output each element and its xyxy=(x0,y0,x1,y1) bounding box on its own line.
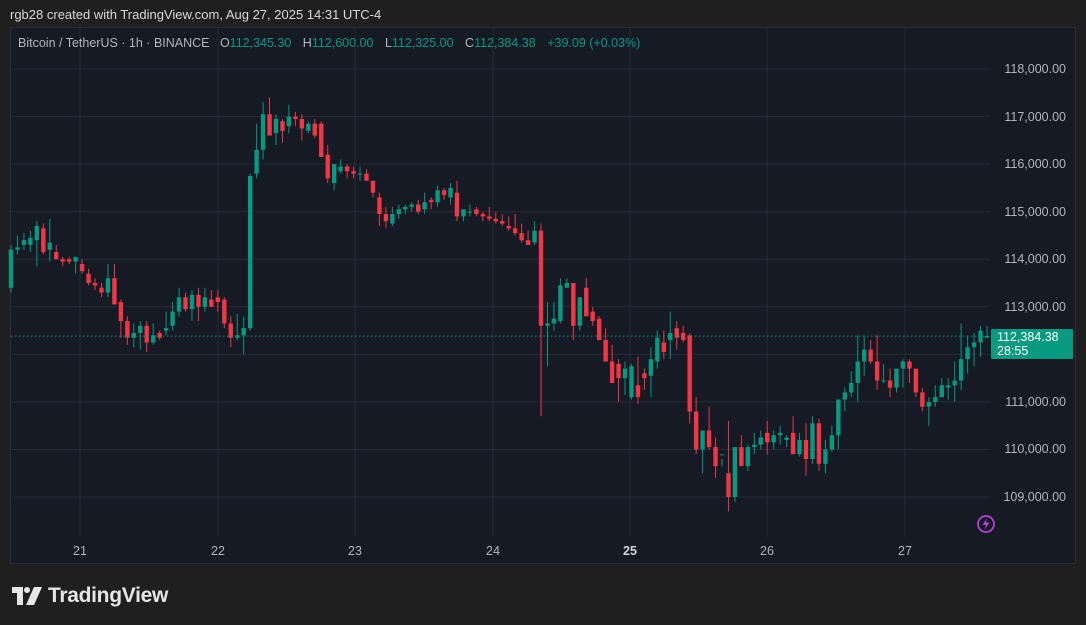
price-tick-label: 109,000.00 xyxy=(1003,490,1066,505)
last-price-tag: 112,384.38 28:55 xyxy=(991,329,1073,359)
attribution-text: rgb28 created with TradingView.com, Aug … xyxy=(10,7,382,22)
tradingview-logo-icon xyxy=(12,587,42,605)
lightning-icon[interactable] xyxy=(976,514,996,534)
price-tick-label: 114,000.00 xyxy=(1004,252,1066,267)
price-tick-label: 118,000.00 xyxy=(1004,62,1066,76)
date-tick-label: 27 xyxy=(898,544,912,558)
change-value: +39.09 (+0.03%) xyxy=(547,36,641,50)
symbol-title[interactable]: Bitcoin / TetherUS · 1h · BINANCE xyxy=(18,36,210,50)
low-value: 112,325.00 xyxy=(391,36,454,50)
brand-name: TradingView xyxy=(48,584,169,607)
price-tick-label: 117,000.00 xyxy=(1004,109,1066,124)
price-tick-label: 115,000.00 xyxy=(1004,204,1066,219)
date-tick-label: 21 xyxy=(73,544,87,558)
open-label: O xyxy=(219,36,230,50)
high-value: 112,600.00 xyxy=(311,36,374,50)
date-tick-label: 26 xyxy=(760,544,774,558)
close-label: C xyxy=(465,36,475,50)
price-tick-label: 113,000.00 xyxy=(1004,299,1066,314)
bar-countdown: 28:55 xyxy=(997,344,1029,358)
tradingview-logo[interactable]: TradingView xyxy=(12,584,168,608)
date-tick-label: 23 xyxy=(348,544,362,558)
last-price: 112,384.38 xyxy=(997,330,1059,344)
date-tick-label: 24 xyxy=(486,544,500,558)
price-tick-label: 111,000.00 xyxy=(1005,394,1066,409)
date-tick-label: 22 xyxy=(211,544,225,558)
ohlc-legend: Bitcoin / TetherUS · 1h · BINANCE O112,3… xyxy=(18,36,640,50)
close-value: 112,384.38 xyxy=(474,36,536,50)
price-tick-label: 116,000.00 xyxy=(1004,157,1066,172)
date-tick-label: 25 xyxy=(623,544,637,558)
open-value: 112,345.30 xyxy=(229,36,292,50)
low-label: L xyxy=(384,36,392,50)
high-label: H xyxy=(302,36,312,50)
price-tick-label: 110,000.00 xyxy=(1004,442,1066,457)
